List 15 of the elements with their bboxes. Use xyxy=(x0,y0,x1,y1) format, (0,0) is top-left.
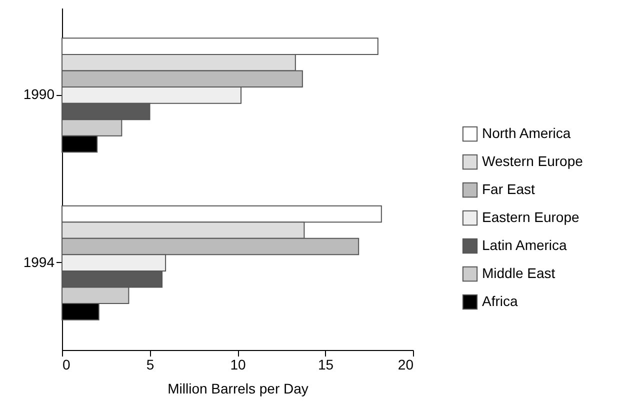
x-tick-label: 10 xyxy=(230,356,246,372)
legend-label: Africa xyxy=(482,293,518,309)
legend-label: North America xyxy=(482,125,571,141)
y-tick-label: 1990 xyxy=(23,86,55,102)
x-tick-label: 0 xyxy=(62,356,70,372)
x-tick-label: 15 xyxy=(318,356,334,372)
y-tick-label: 1994 xyxy=(23,254,55,270)
legend-label: Middle East xyxy=(482,265,556,281)
legend-label: Eastern Europe xyxy=(482,209,580,225)
x-tick-label: 5 xyxy=(146,356,154,372)
legend-label: Latin America xyxy=(482,237,568,253)
legend-label: Far East xyxy=(482,181,536,197)
x-tick-label: 20 xyxy=(398,356,414,372)
legend-label: Western Europe xyxy=(482,153,584,169)
x-axis-title: Million Barrels per Day xyxy=(168,380,308,396)
